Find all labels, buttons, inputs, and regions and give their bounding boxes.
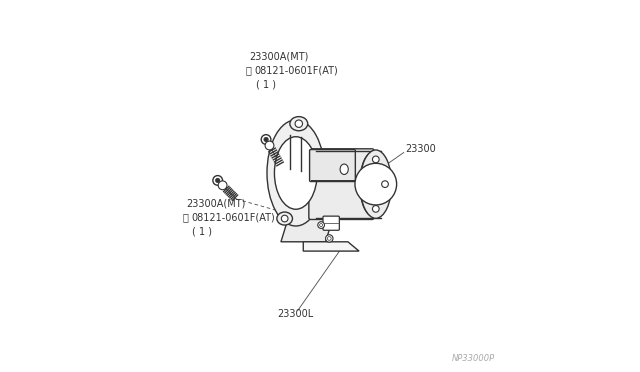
Text: ( 1 ): ( 1 ): [193, 226, 212, 236]
Text: 23300A(MT): 23300A(MT): [250, 51, 308, 61]
Ellipse shape: [275, 137, 317, 209]
Ellipse shape: [360, 150, 392, 218]
Circle shape: [326, 235, 333, 242]
Text: 23300L: 23300L: [277, 310, 314, 319]
Text: Ⓑ: Ⓑ: [246, 65, 252, 76]
Ellipse shape: [360, 152, 388, 217]
Polygon shape: [303, 242, 359, 251]
FancyBboxPatch shape: [309, 149, 374, 219]
Text: Ⓑ: Ⓑ: [183, 212, 189, 222]
Text: 08121-0601F(AT): 08121-0601F(AT): [191, 212, 275, 222]
Circle shape: [213, 176, 223, 185]
Circle shape: [318, 222, 324, 228]
Ellipse shape: [290, 117, 308, 131]
Polygon shape: [281, 218, 333, 242]
Ellipse shape: [340, 164, 348, 174]
FancyBboxPatch shape: [310, 150, 355, 182]
Circle shape: [295, 120, 303, 128]
Ellipse shape: [267, 120, 324, 226]
Circle shape: [372, 156, 379, 163]
FancyBboxPatch shape: [323, 216, 339, 230]
Circle shape: [381, 181, 388, 187]
Circle shape: [265, 141, 274, 150]
Circle shape: [216, 178, 220, 183]
Text: 23300A(MT): 23300A(MT): [186, 198, 246, 208]
Circle shape: [218, 181, 227, 190]
Text: 23300: 23300: [406, 144, 436, 154]
Circle shape: [264, 137, 268, 142]
Text: NP33000P: NP33000P: [452, 354, 495, 363]
Circle shape: [282, 215, 288, 222]
Circle shape: [355, 163, 397, 205]
Circle shape: [372, 205, 379, 212]
Circle shape: [261, 135, 271, 144]
Ellipse shape: [277, 212, 292, 225]
Text: ( 1 ): ( 1 ): [255, 79, 276, 89]
Text: 08121-0601F(AT): 08121-0601F(AT): [254, 65, 338, 76]
